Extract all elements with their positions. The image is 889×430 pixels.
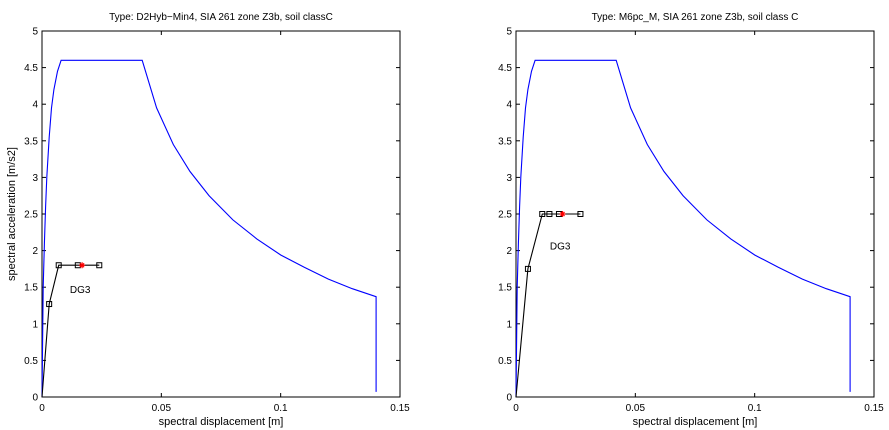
star-marker-stroke <box>79 262 85 268</box>
x-tick-label: 0.1 <box>748 403 762 414</box>
capacity-spectrum-line <box>41 59 377 398</box>
y-tick-label: 0.5 <box>498 356 512 367</box>
square-marker <box>96 262 103 269</box>
y-axis-label: spectral acceleration [m/s2] <box>6 147 18 281</box>
y-tick-label: 3.5 <box>24 136 38 147</box>
y-tick-label: 3 <box>32 173 38 184</box>
y-tick-label: 1 <box>506 319 512 330</box>
y-tick-label: 3.5 <box>498 136 512 147</box>
square-marker <box>546 211 553 217</box>
x-tick-label: 0.1 <box>274 403 288 414</box>
chart-2: 0 0.05 0.1 0.15 0 0.5 1 1.5 2 2.5 3 3.5 4 4.5 5 Type: M… <box>498 12 884 428</box>
x-tick-label: 0.05 <box>152 403 172 414</box>
y-tick-label: 0.5 <box>24 356 38 367</box>
y-tick-label: 1.5 <box>498 283 512 294</box>
square-marker <box>524 265 531 272</box>
y-tick-label: 4.5 <box>24 63 38 74</box>
y-tick-label: 4 <box>32 100 38 111</box>
annotation-label: DG3 <box>550 242 571 253</box>
star-marker <box>79 262 86 269</box>
square-marker <box>577 211 584 217</box>
y-tick-label: 4 <box>506 100 512 111</box>
star-marker-stroke <box>560 211 565 217</box>
square-marker <box>55 262 62 269</box>
x-tick-label: 0 <box>513 403 519 414</box>
y-tick-label: 1 <box>32 319 38 330</box>
star-marker <box>559 211 566 217</box>
x-tick-label: 0.15 <box>864 403 884 414</box>
y-tick-label: 1.5 <box>24 283 38 294</box>
annotation-label: DG3 <box>70 285 91 296</box>
plot-area <box>41 30 401 398</box>
chart-1: 0 0.05 0.1 0.15 0 0.5 1 1.5 2 2.5 3 3.5 4 4.5 5 Type: D… <box>6 12 410 428</box>
square-marker <box>539 211 546 217</box>
chart-title: Type: M6pc_M, SIA 261 zone Z3b, soil cla… <box>592 12 799 23</box>
capacity-spectrum-line <box>515 59 851 398</box>
y-tick-label: 3 <box>506 173 512 184</box>
y-tick-label: 5 <box>506 27 512 38</box>
chart-title: Type: D2Hyb−Min4, SIA 261 zone Z3b, soil… <box>109 12 333 23</box>
y-tick-label: 2 <box>506 246 512 257</box>
y-tick-label: 0 <box>32 393 38 404</box>
y-tick-label: 0 <box>506 393 512 404</box>
y-tick-label: 2.5 <box>24 210 38 221</box>
x-axis-label: spectral displacement [m] <box>159 416 284 428</box>
x-tick-label: 0 <box>39 403 45 414</box>
x-axis-label: spectral displacement [m] <box>633 416 758 428</box>
y-tick-label: 2.5 <box>498 210 512 221</box>
x-tick-label: 0.15 <box>390 403 410 414</box>
x-tick-label: 0.05 <box>626 403 646 414</box>
y-tick-label: 2 <box>32 246 38 257</box>
y-tick-label: 4.5 <box>498 63 512 74</box>
y-tick-label: 5 <box>32 27 38 38</box>
square-marker <box>46 301 53 308</box>
